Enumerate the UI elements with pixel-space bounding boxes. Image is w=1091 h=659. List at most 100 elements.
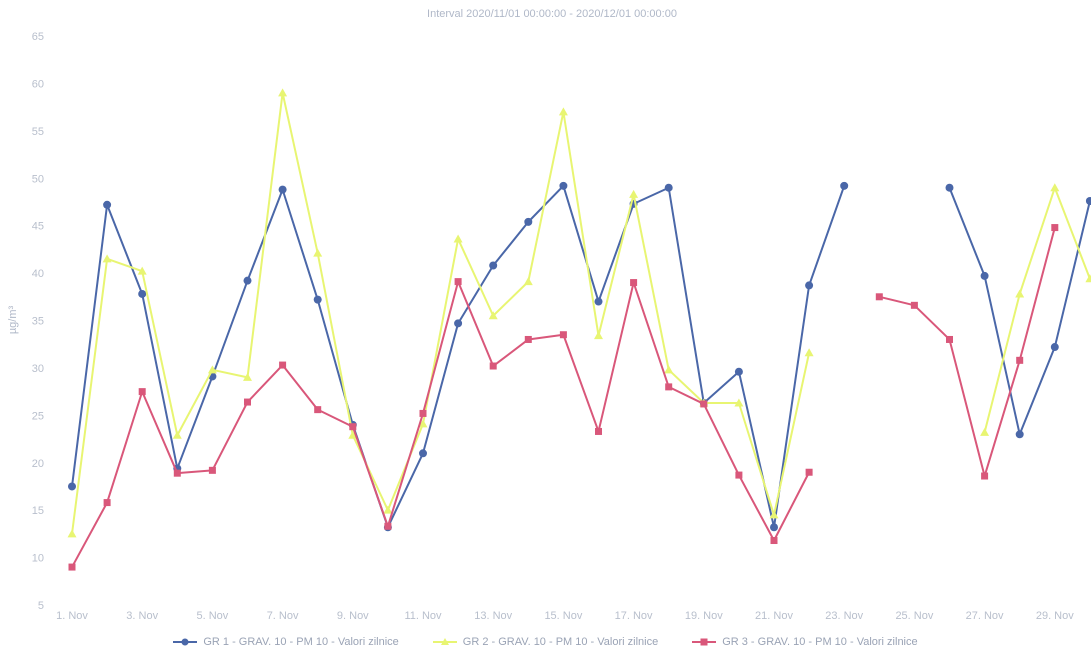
data-point[interactable] [207, 365, 217, 374]
data-point[interactable] [595, 427, 602, 435]
data-point[interactable] [137, 266, 147, 275]
legend-item-gr2[interactable]: GR 2 - GRAV. 10 - PM 10 - Valori zilnice [432, 636, 659, 648]
data-point[interactable] [804, 348, 814, 357]
legend-marker-circle-icon [173, 638, 198, 646]
data-point[interactable] [103, 200, 112, 209]
data-point[interactable] [734, 398, 744, 407]
data-point[interactable] [524, 217, 533, 226]
data-point[interactable] [945, 183, 954, 192]
series-line [983, 186, 1091, 433]
data-point[interactable] [138, 289, 147, 298]
data-point[interactable] [734, 367, 743, 376]
x-tick-label: 7. Nov [267, 610, 299, 622]
x-tick-label: 25. Nov [895, 610, 933, 622]
x-tick-label: 17. Nov [615, 610, 653, 622]
data-point[interactable] [805, 281, 814, 290]
data-point[interactable] [1015, 289, 1025, 298]
x-tick-label: 15. Nov [544, 610, 582, 622]
series-layer [67, 88, 1091, 571]
data-point[interactable] [208, 466, 216, 474]
data-point[interactable] [172, 430, 182, 439]
legend-label-gr2: GR 2 - GRAV. 10 - PM 10 - Valori zilnice [462, 636, 659, 648]
data-point[interactable] [1051, 224, 1059, 232]
data-point[interactable] [489, 362, 497, 370]
data-point[interactable] [630, 279, 638, 287]
x-tick-label: 3. Nov [126, 610, 158, 622]
data-point[interactable] [279, 361, 287, 369]
data-point[interactable] [489, 261, 498, 270]
y-tick-label: 40 [32, 268, 44, 280]
data-point[interactable] [138, 388, 146, 396]
y-tick-label: 15 [32, 505, 44, 517]
series-line [71, 280, 810, 568]
data-point[interactable] [68, 563, 76, 571]
data-point[interactable] [981, 472, 989, 480]
data-point[interactable] [314, 406, 322, 414]
data-point[interactable] [313, 295, 322, 304]
data-point[interactable] [1085, 197, 1091, 206]
data-point[interactable] [770, 523, 778, 532]
legend-item-gr3[interactable]: GR 3 - GRAV. 10 - PM 10 - Valori zilnice [692, 636, 918, 648]
x-tick-label: 23. Nov [825, 610, 863, 622]
data-point[interactable] [67, 529, 77, 538]
data-point[interactable] [348, 430, 358, 439]
data-point[interactable] [980, 271, 989, 280]
data-point[interactable] [453, 234, 463, 243]
chart-legend[interactable]: GR 1 - GRAV. 10 - PM 10 - Valori zilnice… [0, 636, 1091, 648]
data-point[interactable] [1085, 274, 1091, 283]
legend-marker-square-icon [692, 638, 717, 646]
data-point[interactable] [594, 331, 603, 340]
data-point[interactable] [735, 471, 743, 479]
data-point[interactable] [454, 319, 463, 328]
data-point[interactable] [1015, 430, 1024, 439]
series-1 [68, 181, 1091, 532]
data-point[interactable] [383, 505, 393, 514]
data-point[interactable] [558, 107, 568, 116]
legend-label-gr3: GR 3 - GRAV. 10 - PM 10 - Valori zilnice [722, 636, 918, 648]
data-point[interactable] [384, 522, 392, 530]
data-point[interactable] [594, 297, 603, 306]
data-point[interactable] [243, 372, 252, 381]
y-tick-label: 5 [38, 600, 44, 612]
data-point[interactable] [523, 277, 533, 286]
data-point[interactable] [524, 335, 532, 343]
data-point[interactable] [559, 181, 568, 190]
data-point[interactable] [664, 365, 674, 374]
data-point[interactable] [419, 449, 427, 458]
data-point[interactable] [700, 400, 708, 408]
legend-item-gr1[interactable]: GR 1 - GRAV. 10 - PM 10 - Valori zilnice [173, 636, 399, 648]
data-point[interactable] [770, 537, 778, 545]
data-point[interactable] [946, 335, 953, 343]
data-point[interactable] [910, 301, 918, 309]
data-point[interactable] [1050, 183, 1060, 192]
data-point[interactable] [418, 419, 428, 428]
data-point[interactable] [559, 331, 567, 339]
data-point[interactable] [488, 311, 498, 320]
data-point[interactable] [68, 482, 76, 491]
data-point[interactable] [102, 254, 112, 263]
data-point[interactable] [629, 189, 639, 198]
data-point[interactable] [349, 423, 357, 431]
data-point[interactable] [243, 276, 252, 285]
data-point[interactable] [278, 88, 288, 97]
data-point[interactable] [840, 181, 849, 190]
data-point[interactable] [173, 469, 181, 477]
data-point[interactable] [1050, 343, 1059, 352]
data-point[interactable] [980, 427, 990, 436]
data-point[interactable] [805, 468, 813, 476]
data-point[interactable] [769, 510, 779, 519]
data-point[interactable] [313, 248, 323, 257]
data-point[interactable] [665, 383, 673, 391]
data-point[interactable] [244, 398, 251, 406]
x-tick-label: 1. Nov [56, 610, 88, 622]
data-point[interactable] [1016, 356, 1024, 364]
data-point[interactable] [875, 293, 883, 301]
data-point[interactable] [664, 183, 673, 192]
data-point[interactable] [278, 185, 287, 194]
data-point[interactable] [419, 409, 427, 417]
data-point[interactable] [454, 278, 462, 286]
legend-marker-triangle-icon [432, 638, 457, 645]
data-point[interactable] [103, 499, 111, 507]
series-line [71, 91, 811, 535]
y-tick-label: 30 [32, 363, 44, 375]
